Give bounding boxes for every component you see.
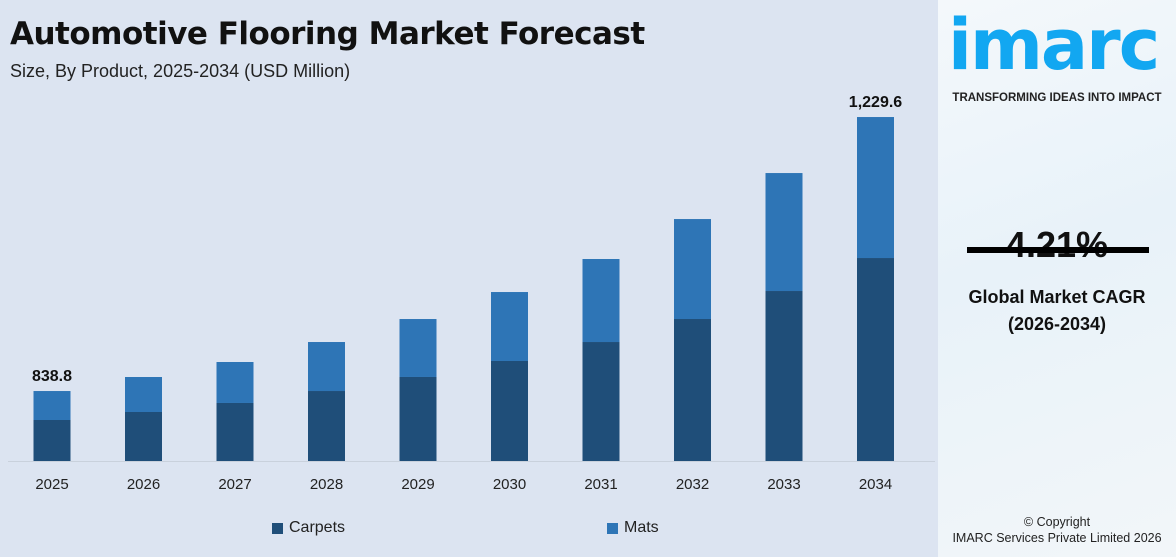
bar-carpets-2033 — [765, 291, 803, 461]
x-tick-label-2031: 2031 — [584, 476, 617, 493]
bar-mats-2027 — [216, 362, 254, 403]
cagr-period: (2026-2034) — [1007, 314, 1107, 334]
legend-label-mats: Mats — [624, 519, 659, 536]
copyright: © Copyright IMARC Services Private Limit… — [938, 514, 1176, 546]
x-tick-label-2028: 2028 — [310, 476, 343, 493]
bar-mats-2028 — [308, 342, 345, 392]
legend-item-carpets: Carpets — [272, 519, 345, 537]
cagr-label: Global Market CAGR (2026-2034) — [938, 284, 1176, 338]
bar-carpets-2029 — [399, 376, 437, 461]
x-tick-label-2025: 2025 — [35, 476, 68, 493]
bar-mats-2025 — [33, 391, 71, 420]
x-tick-label-2027: 2027 — [218, 476, 251, 493]
bar-carpets-2030 — [491, 360, 528, 461]
bar-mats-2026 — [125, 377, 162, 412]
bar-mats-2030 — [491, 292, 528, 361]
x-tick-label-2026: 2026 — [127, 476, 160, 493]
x-tick-label-2034: 2034 — [859, 476, 892, 493]
bar-carpets-2026 — [125, 411, 162, 461]
bar-carpets-2031 — [582, 342, 620, 461]
legend-swatch-carpets — [272, 522, 283, 534]
cagr-label-text: Global Market CAGR — [968, 287, 1146, 307]
bar-mats-2031 — [582, 259, 620, 343]
legend-label-carpets: Carpets — [289, 519, 346, 536]
data-label-2025: 838.8 — [32, 368, 72, 385]
x-tick-label-2032: 2032 — [676, 476, 709, 493]
company-name: IMARC Services Private Limited 2026 — [952, 531, 1162, 545]
chart-panel: Automotive Flooring Market Forecast Size… — [8, 16, 935, 537]
copyright-line: © Copyright — [1023, 515, 1091, 529]
x-tick-label-2029: 2029 — [401, 476, 434, 493]
bar-carpets-2025 — [33, 419, 71, 461]
legend-swatch-mats — [607, 522, 618, 534]
bar-chart: 2025 838.8 2026 2027 2028 2029 2030 2031 2032 203… — [8, 94, 935, 493]
divider — [967, 247, 1149, 253]
bar-mats-2034 — [857, 117, 894, 259]
tagline: TRANSFORMING IDEAS INTO IMPACT — [952, 92, 1162, 104]
bar-mats-2033 — [765, 173, 803, 292]
bar-carpets-2027 — [216, 402, 254, 461]
chart-title: Automotive Flooring Market Forecast — [10, 16, 645, 52]
legend-item-mats: Mats — [607, 519, 659, 537]
bar-mats-2032 — [674, 219, 711, 320]
bar-carpets-2032 — [674, 319, 711, 461]
data-label-2034: 1,229.6 — [849, 94, 902, 111]
x-tick-label-2033: 2033 — [767, 476, 800, 493]
bar-carpets-2034 — [857, 258, 894, 461]
chart-subtitle: Size, By Product, 2025-2034 (USD Million… — [10, 61, 351, 81]
x-tick-label-2030: 2030 — [493, 476, 526, 493]
bar-mats-2029 — [399, 319, 437, 377]
info-panel: imarc TRANSFORMING IDEAS INTO IMPACT 4.2… — [938, 0, 1176, 557]
bar-carpets-2028 — [308, 391, 345, 461]
cagr-value: 4.21% — [1005, 224, 1109, 265]
imarc-logo: imarc — [948, 4, 1160, 86]
